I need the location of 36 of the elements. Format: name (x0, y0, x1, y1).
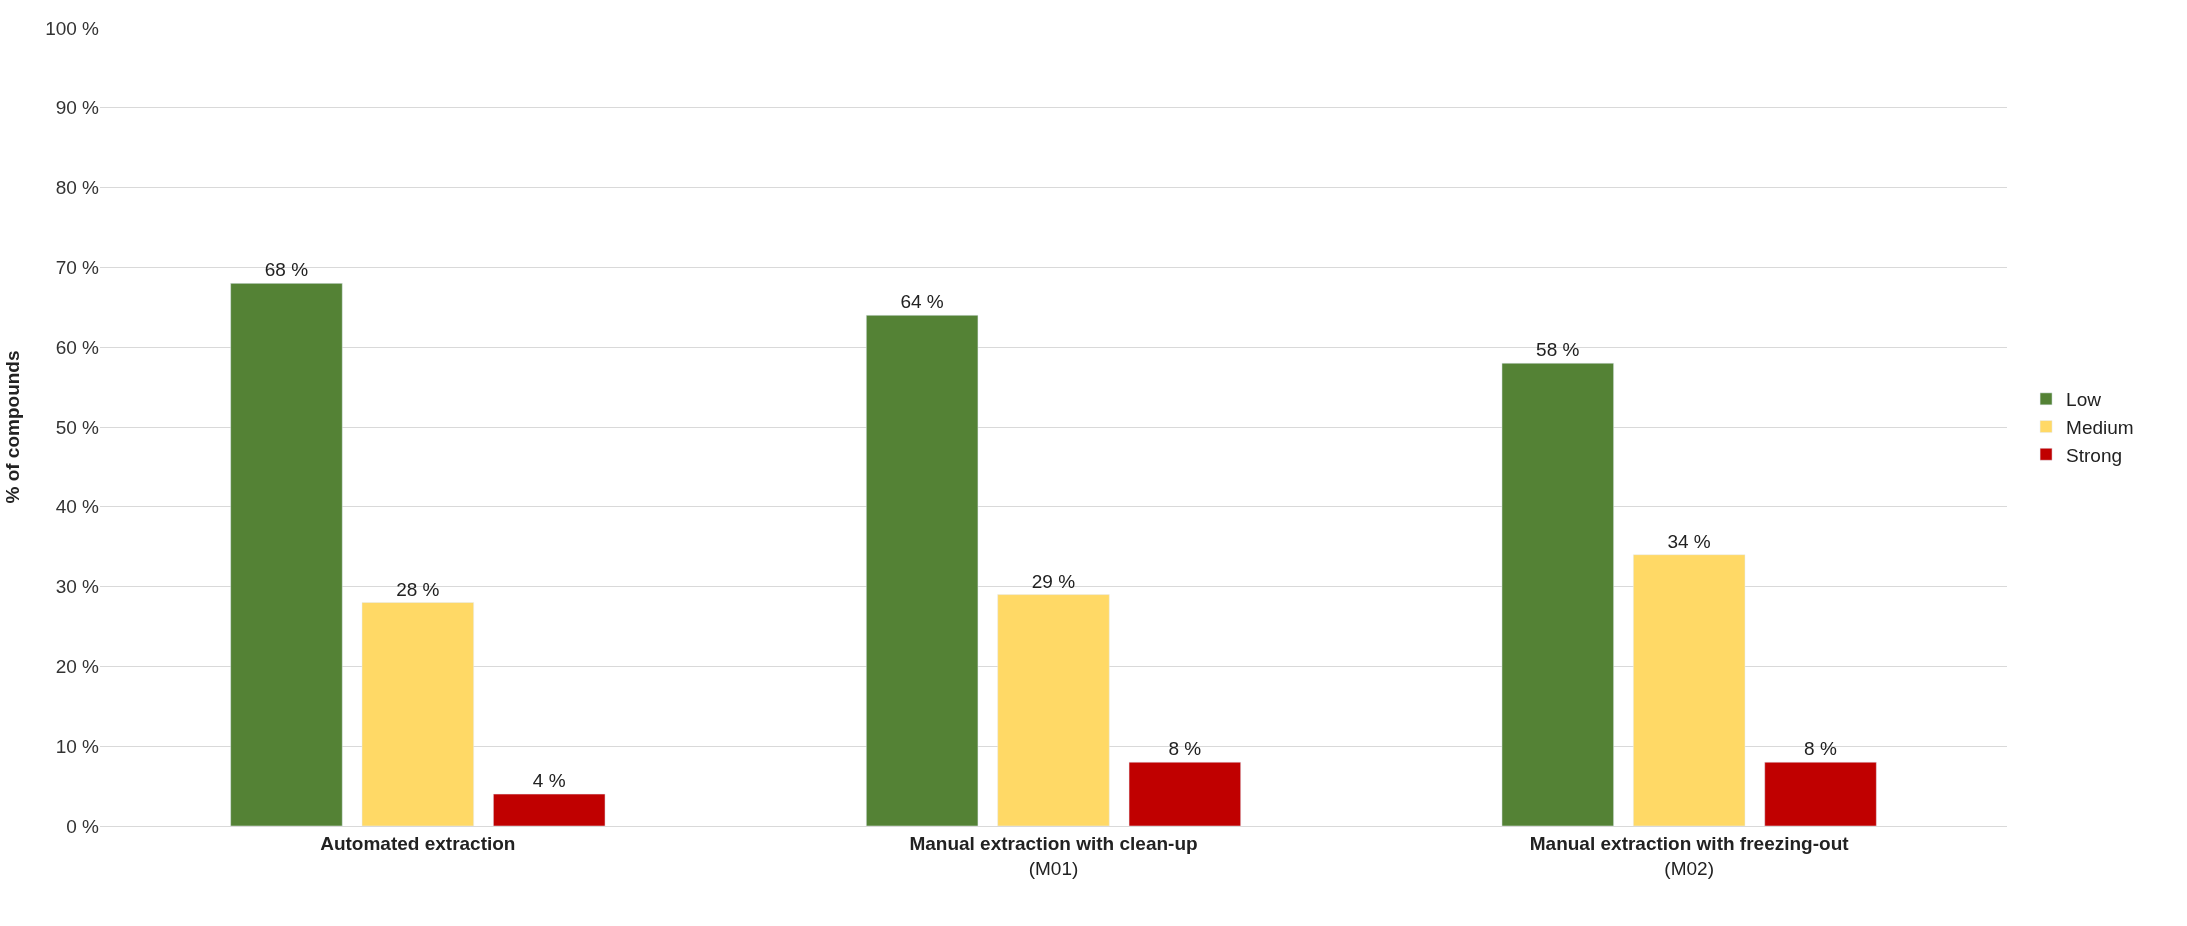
bar (1764, 761, 1877, 826)
legend-label: Strong (2066, 444, 2123, 466)
bar (866, 315, 979, 826)
bar (493, 793, 606, 826)
data-label: 29 % (1031, 570, 1076, 592)
y-tick-label: 90 % (55, 97, 100, 119)
x-tick-label: Automated extraction (320, 832, 516, 854)
data-label: 8 % (1168, 738, 1202, 760)
x-tick-label: Manual extraction with freezing-out (M02) (1529, 832, 1850, 879)
legend-label: Low (2066, 389, 2102, 411)
y-tick-label: 50 % (55, 416, 100, 438)
data-label: 4 % (532, 770, 566, 792)
bar (1128, 761, 1241, 826)
bar (1633, 554, 1746, 826)
y-tick-label: 10 % (55, 735, 100, 757)
data-label: 58 % (1536, 339, 1580, 361)
y-tick-label: 40 % (55, 496, 100, 518)
y-tick-label: 0 % (66, 815, 100, 837)
y-tick-label: 30 % (55, 576, 100, 598)
y-tick-label: 100 % (45, 17, 100, 39)
data-label: 64 % (900, 291, 944, 313)
y-axis-title: % of compounds (1, 350, 23, 504)
data-label: 8 % (1804, 738, 1837, 760)
y-tick-label: 20 % (55, 656, 100, 678)
bar (997, 594, 1110, 826)
y-tick-label: 70 % (55, 257, 100, 279)
bar (361, 602, 474, 826)
bar (230, 283, 343, 826)
y-tick-label: 60 % (55, 336, 100, 358)
data-label: 68 % (264, 259, 309, 281)
y-tick-label: 80 % (55, 177, 100, 199)
data-label: 28 % (396, 578, 440, 600)
data-label: 34 % (1667, 530, 1711, 552)
legend-label: Medium (2066, 416, 2134, 438)
bar (1501, 362, 1614, 826)
x-tick-label: Manual extraction with clean-up (M01) (909, 832, 1198, 879)
